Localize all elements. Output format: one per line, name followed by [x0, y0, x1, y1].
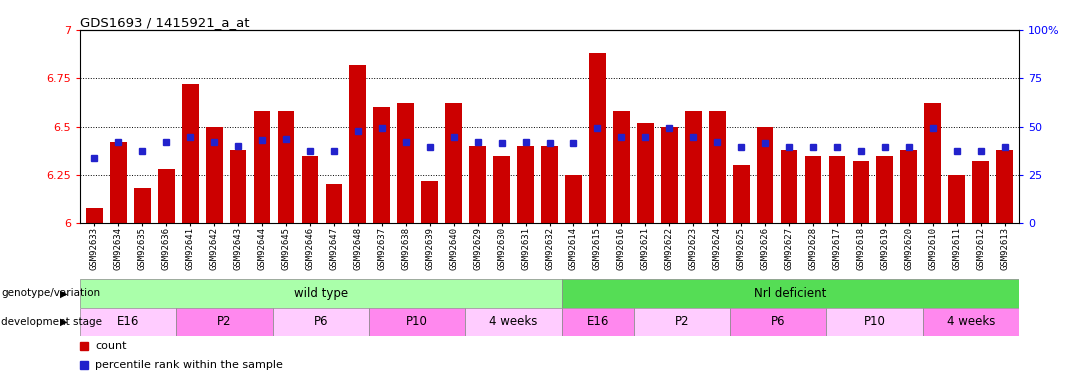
Text: percentile rank within the sample: percentile rank within the sample	[95, 360, 283, 369]
Bar	[86, 208, 102, 223]
Bar	[369, 308, 465, 336]
Bar	[277, 111, 294, 223]
Text: P6: P6	[314, 315, 328, 328]
Bar	[80, 308, 176, 336]
Bar	[853, 161, 870, 223]
Bar	[397, 104, 414, 223]
Bar	[997, 150, 1013, 223]
Bar	[949, 175, 965, 223]
Bar	[80, 279, 561, 308]
Text: development stage: development stage	[1, 316, 102, 327]
Text: P2: P2	[218, 315, 232, 328]
Bar	[273, 308, 369, 336]
Text: ▶: ▶	[60, 288, 67, 298]
Bar	[733, 165, 749, 223]
Bar	[254, 111, 270, 223]
Text: genotype/variation: genotype/variation	[1, 288, 100, 298]
Bar	[612, 111, 630, 223]
Text: GDS1693 / 1415921_a_at: GDS1693 / 1415921_a_at	[80, 16, 250, 29]
Bar	[561, 308, 634, 336]
Bar	[757, 127, 774, 223]
Bar	[924, 104, 941, 223]
Bar	[826, 308, 923, 336]
Bar	[972, 161, 989, 223]
Text: P10: P10	[407, 315, 428, 328]
Text: E16: E16	[117, 315, 140, 328]
Bar	[781, 150, 797, 223]
Bar	[561, 279, 1019, 308]
Bar	[445, 104, 462, 223]
Bar	[134, 188, 150, 223]
Text: 4 weeks: 4 weeks	[946, 315, 996, 328]
Text: count: count	[95, 341, 127, 351]
Text: ▶: ▶	[60, 316, 67, 327]
Bar	[181, 84, 198, 223]
Bar	[469, 146, 487, 223]
Text: 4 weeks: 4 weeks	[489, 315, 538, 328]
Text: P2: P2	[674, 315, 689, 328]
Bar	[901, 150, 918, 223]
Text: wild type: wild type	[293, 287, 348, 300]
Bar	[730, 308, 826, 336]
Bar	[685, 111, 702, 223]
Text: P10: P10	[863, 315, 886, 328]
Bar	[637, 123, 654, 223]
Bar	[373, 107, 391, 223]
Text: P6: P6	[771, 315, 785, 328]
Bar	[829, 156, 845, 223]
Bar	[176, 308, 273, 336]
Bar	[541, 146, 558, 223]
Bar	[206, 127, 223, 223]
Bar	[493, 156, 510, 223]
Bar	[876, 156, 893, 223]
Bar	[805, 156, 822, 223]
Text: E16: E16	[587, 315, 609, 328]
Bar	[110, 142, 127, 223]
Bar	[421, 181, 439, 223]
Bar	[302, 156, 318, 223]
Bar	[158, 169, 175, 223]
Bar	[325, 184, 343, 223]
Bar	[350, 65, 366, 223]
Text: Nrl deficient: Nrl deficient	[754, 287, 827, 300]
Bar	[465, 308, 561, 336]
Bar	[634, 308, 730, 336]
Bar	[660, 127, 678, 223]
Bar	[589, 53, 606, 223]
Bar	[708, 111, 726, 223]
Bar	[229, 150, 246, 223]
Bar	[517, 146, 534, 223]
Bar	[566, 175, 582, 223]
Bar	[923, 308, 1019, 336]
